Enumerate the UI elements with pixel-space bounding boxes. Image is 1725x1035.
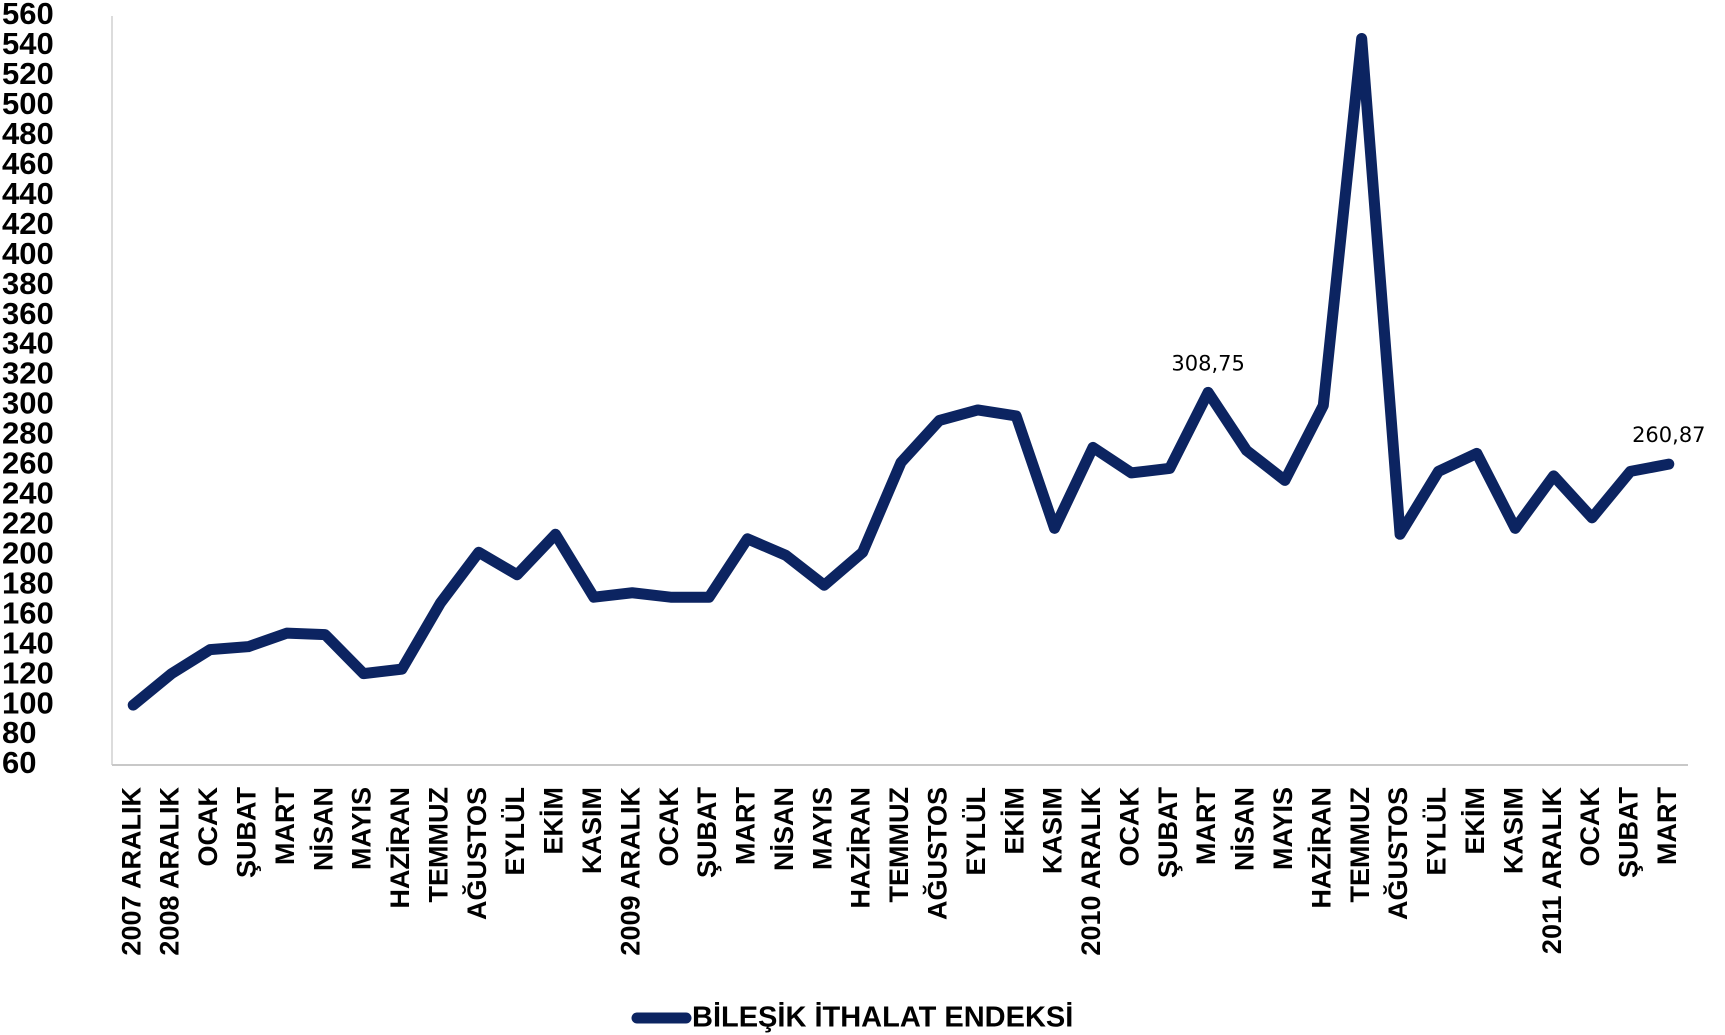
y-tick-label: 520 bbox=[2, 56, 54, 91]
x-tick-label: OCAK bbox=[193, 787, 223, 867]
x-tick-label: MART bbox=[731, 786, 761, 864]
y-tick-label: 560 bbox=[2, 0, 54, 31]
x-tick-label: AĞUSTOS bbox=[461, 787, 492, 920]
y-tick-label: 140 bbox=[2, 625, 54, 660]
y-tick-label: 200 bbox=[2, 535, 54, 570]
x-tick-label: MAYIS bbox=[347, 787, 377, 870]
y-tick-label: 100 bbox=[2, 685, 54, 720]
x-tick-label: HAZİRAN bbox=[1306, 787, 1336, 909]
x-tick-label: MART bbox=[270, 786, 300, 864]
x-tick-label: 2007 ARALIK bbox=[116, 787, 146, 956]
y-tick-label: 460 bbox=[2, 146, 54, 181]
x-tick-label: ŞUBAT bbox=[231, 786, 261, 878]
x-tick-label: TEMMUZ bbox=[884, 787, 914, 902]
x-tick-label: 2011 ARALIK bbox=[1537, 786, 1567, 954]
y-tick-label: 320 bbox=[2, 356, 54, 391]
y-tick-label: 340 bbox=[2, 326, 54, 361]
x-tick-label: EKİM bbox=[539, 787, 569, 855]
y-tick-label: 540 bbox=[2, 26, 54, 61]
x-tick-label: EKİM bbox=[1460, 787, 1490, 855]
x-tick-label: KASIM bbox=[1038, 787, 1068, 874]
x-tick-label: 2009 ARALIK bbox=[615, 787, 645, 956]
x-tick-label: EYLÜL bbox=[961, 787, 991, 876]
x-tick-label: NİSAN bbox=[1230, 787, 1260, 871]
x-tick-label: TEMMUZ bbox=[1345, 787, 1375, 902]
x-tick-label: OCAK bbox=[1114, 787, 1144, 867]
x-tick-label: AĞUSTOS bbox=[1382, 787, 1413, 920]
x-tick-label: NİSAN bbox=[769, 787, 799, 871]
x-tick-label: MAYIS bbox=[807, 787, 837, 870]
y-tick-label: 80 bbox=[2, 715, 36, 750]
data-label: 308,75 bbox=[1171, 351, 1244, 375]
x-tick-label: NİSAN bbox=[308, 787, 338, 871]
y-tick-label: 480 bbox=[2, 116, 54, 151]
y-tick-label: 400 bbox=[2, 236, 54, 271]
x-tick-label: HAZİRAN bbox=[846, 787, 876, 909]
x-tick-label: MAYIS bbox=[1268, 787, 1298, 870]
y-tick-label: 240 bbox=[2, 476, 54, 511]
y-tick-label: 500 bbox=[2, 86, 54, 121]
y-tick-label: 160 bbox=[2, 595, 54, 630]
x-tick-label: 2010 ARALIK bbox=[1076, 787, 1106, 956]
x-tick-label: MART bbox=[1652, 786, 1682, 864]
x-tick-label: ŞUBAT bbox=[1153, 786, 1183, 878]
series-line bbox=[127, 32, 1675, 711]
x-tick-label: KASIM bbox=[577, 787, 607, 874]
x-tick-label: EYLÜL bbox=[500, 787, 530, 876]
y-tick-label: 380 bbox=[2, 266, 54, 301]
x-tick-label: MART bbox=[1191, 786, 1221, 864]
x-tick-label: OCAK bbox=[654, 787, 684, 867]
y-tick-label: 60 bbox=[2, 745, 36, 780]
legend-label: BİLEŞİK İTHALAT ENDEKSİ bbox=[692, 1002, 1073, 1034]
x-tick-label: ŞUBAT bbox=[1614, 786, 1644, 878]
y-tick-label: 260 bbox=[2, 446, 54, 481]
x-tick-label: EYLÜL bbox=[1422, 787, 1452, 876]
y-tick-label: 120 bbox=[2, 655, 54, 690]
x-tick-label: ŞUBAT bbox=[692, 786, 722, 878]
x-tick-label: KASIM bbox=[1498, 787, 1528, 874]
x-tick-label: HAZİRAN bbox=[385, 787, 415, 909]
x-tick-label: TEMMUZ bbox=[423, 787, 453, 902]
y-tick-label: 360 bbox=[2, 296, 54, 331]
x-tick-label: EKİM bbox=[999, 787, 1029, 855]
y-tick-label: 440 bbox=[2, 176, 54, 211]
x-tick-label: OCAK bbox=[1575, 787, 1605, 867]
y-tick-label: 180 bbox=[2, 565, 54, 600]
y-tick-label: 420 bbox=[2, 206, 54, 241]
y-tick-label: 220 bbox=[2, 506, 54, 541]
x-tick-label: AĞUSTOS bbox=[922, 787, 953, 920]
y-tick-label: 280 bbox=[2, 416, 54, 451]
x-tick-label: 2008 ARALIK bbox=[155, 787, 185, 956]
data-label: 260,87 bbox=[1632, 423, 1705, 447]
y-tick-label: 300 bbox=[2, 386, 54, 421]
